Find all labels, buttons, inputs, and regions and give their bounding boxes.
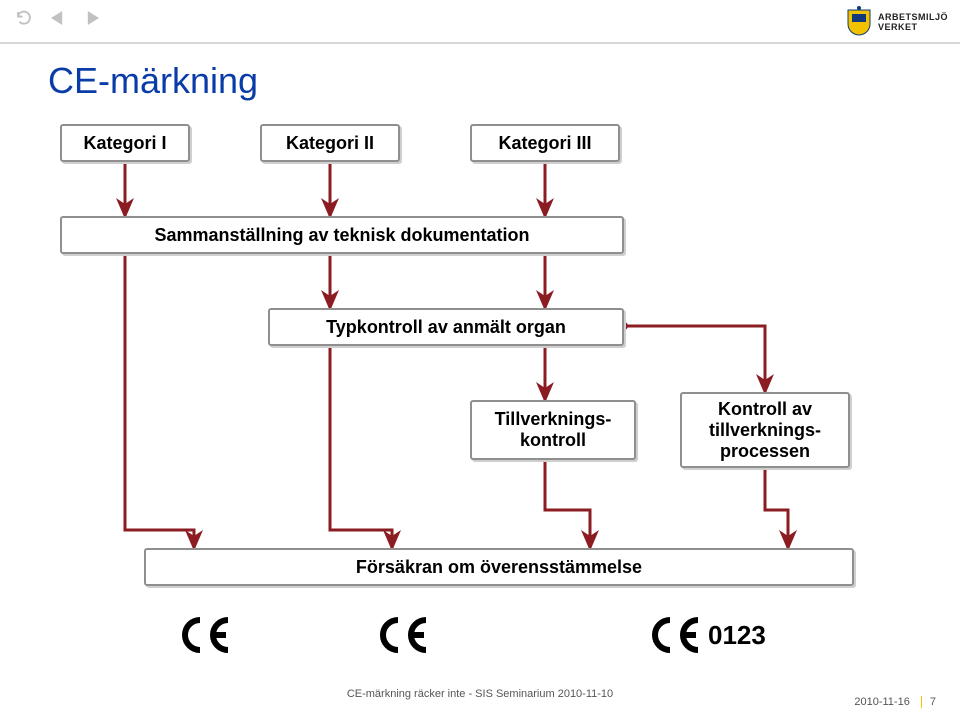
ce-suffix: 0123 [708,620,766,651]
footer-center-text: CE-märkning räcker inte - SIS Seminarium… [0,688,960,700]
ce-mark-0 [178,616,232,654]
arrow-7 [330,346,392,548]
flowchart-box-kp: Kontroll av tillverknings- processen [680,392,850,468]
ce-mark-2: 0123 [648,616,766,654]
arrow-6 [125,254,194,548]
footer-page: 7 [921,696,936,708]
slide-footer: CE-märkning räcker inte - SIS Seminarium… [0,688,960,708]
flowchart-box-typ: Typkontroll av anmält organ [268,308,624,346]
flowchart-box-tk: Tillverknings- kontroll [470,400,636,460]
ce-mark-1 [376,616,430,654]
flowchart-arrows [0,0,960,720]
arrow-10 [624,326,765,392]
flowchart-box-doc: Sammanställning av teknisk dokumentation [60,216,624,254]
flowchart-box-dec: Försäkran om överensstämmelse [144,548,854,586]
flowchart-box-c2: Kategori II [260,124,400,162]
flowchart-box-c1: Kategori I [60,124,190,162]
flowchart-box-c3: Kategori III [470,124,620,162]
arrow-8 [545,460,590,548]
arrow-9 [765,468,788,548]
footer-date: 2010-11-16 [854,696,909,708]
